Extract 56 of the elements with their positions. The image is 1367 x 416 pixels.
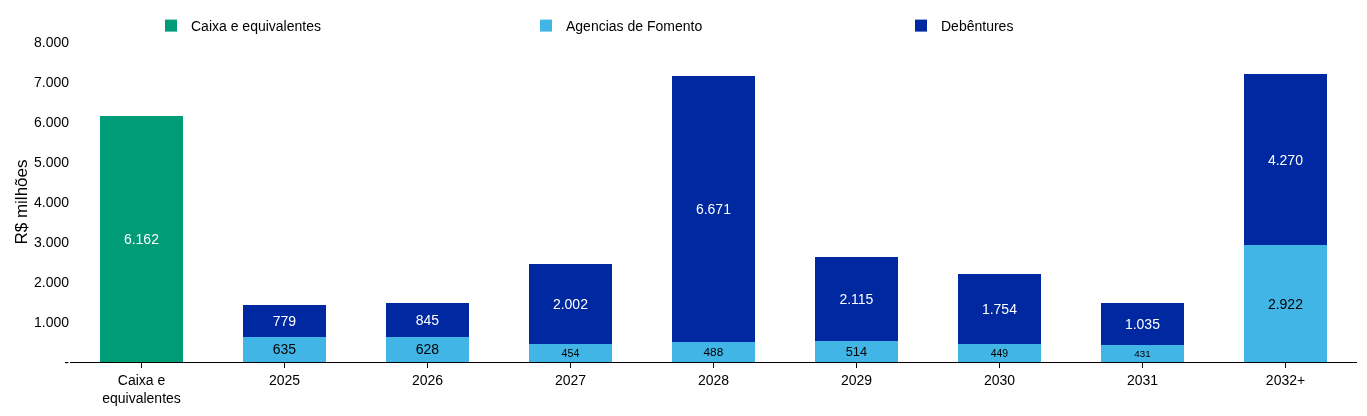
x-tick-label: 2030 bbox=[983, 371, 1016, 388]
data-label: 2.115 bbox=[839, 291, 874, 308]
data-label: 845 bbox=[415, 311, 440, 328]
data-label: 431 bbox=[1134, 347, 1151, 359]
data-label: 449 bbox=[990, 347, 1009, 359]
bar bbox=[243, 305, 326, 337]
y-tick-label: 2.000 bbox=[33, 273, 70, 290]
x-tick-label: Caixa e equivalentes bbox=[102, 371, 181, 406]
bar bbox=[243, 336, 326, 362]
data-label: 2.922 bbox=[1267, 295, 1304, 312]
y-tick-label: 6.000 bbox=[33, 113, 70, 130]
bar bbox=[529, 343, 612, 362]
y-tick-label: 8.000 bbox=[33, 33, 70, 50]
y-tick-label: 7.000 bbox=[33, 73, 70, 90]
y-tick-label: 1.000 bbox=[33, 313, 70, 330]
data-label: 628 bbox=[415, 341, 440, 358]
data-label: 4.270 bbox=[1267, 151, 1304, 168]
x-tick-label: 2029 bbox=[840, 371, 873, 388]
y-tick-label: - bbox=[64, 353, 70, 370]
bar bbox=[1101, 344, 1184, 362]
x-tick-label: 2025 bbox=[268, 371, 301, 388]
legend-label: Debêntures bbox=[941, 18, 1014, 35]
data-label: 635 bbox=[272, 341, 297, 358]
data-label: 1.754 bbox=[981, 300, 1018, 317]
data-label: 6.671 bbox=[695, 201, 732, 218]
bar bbox=[958, 273, 1041, 345]
data-label: 2.002 bbox=[552, 295, 589, 312]
bar bbox=[672, 342, 755, 362]
x-tick-label: 2027 bbox=[554, 371, 587, 388]
bar bbox=[1244, 74, 1327, 246]
bar bbox=[1101, 303, 1184, 345]
bar bbox=[386, 336, 469, 362]
data-label: 779 bbox=[272, 313, 297, 330]
x-tick-label: 2028 bbox=[697, 371, 730, 388]
x-tick-label: 2032+ bbox=[1265, 371, 1306, 388]
bar bbox=[815, 341, 898, 362]
data-label: 454 bbox=[561, 346, 580, 359]
y-axis-title: R$ milhões bbox=[11, 159, 31, 245]
data-label: 514 bbox=[845, 344, 868, 360]
y-tick-label: 5.000 bbox=[33, 153, 70, 170]
bar bbox=[529, 263, 612, 344]
y-tick-label: 3.000 bbox=[33, 233, 70, 250]
x-tick-label: 2026 bbox=[411, 371, 444, 388]
data-label: 488 bbox=[703, 345, 724, 360]
data-label: 1.035 bbox=[1124, 316, 1161, 333]
y-tick-label: 4.000 bbox=[33, 193, 70, 210]
bar bbox=[672, 75, 755, 343]
legend-label: Agencias de Fomento bbox=[566, 18, 703, 35]
legend-label: Caixa e equivalentes bbox=[191, 18, 321, 35]
x-tick-label: 2031 bbox=[1126, 371, 1159, 388]
bar bbox=[958, 344, 1041, 362]
bar bbox=[100, 115, 183, 362]
bar bbox=[386, 303, 469, 337]
bar bbox=[815, 256, 898, 342]
data-label: 6.162 bbox=[123, 230, 160, 247]
bar bbox=[1244, 245, 1327, 362]
